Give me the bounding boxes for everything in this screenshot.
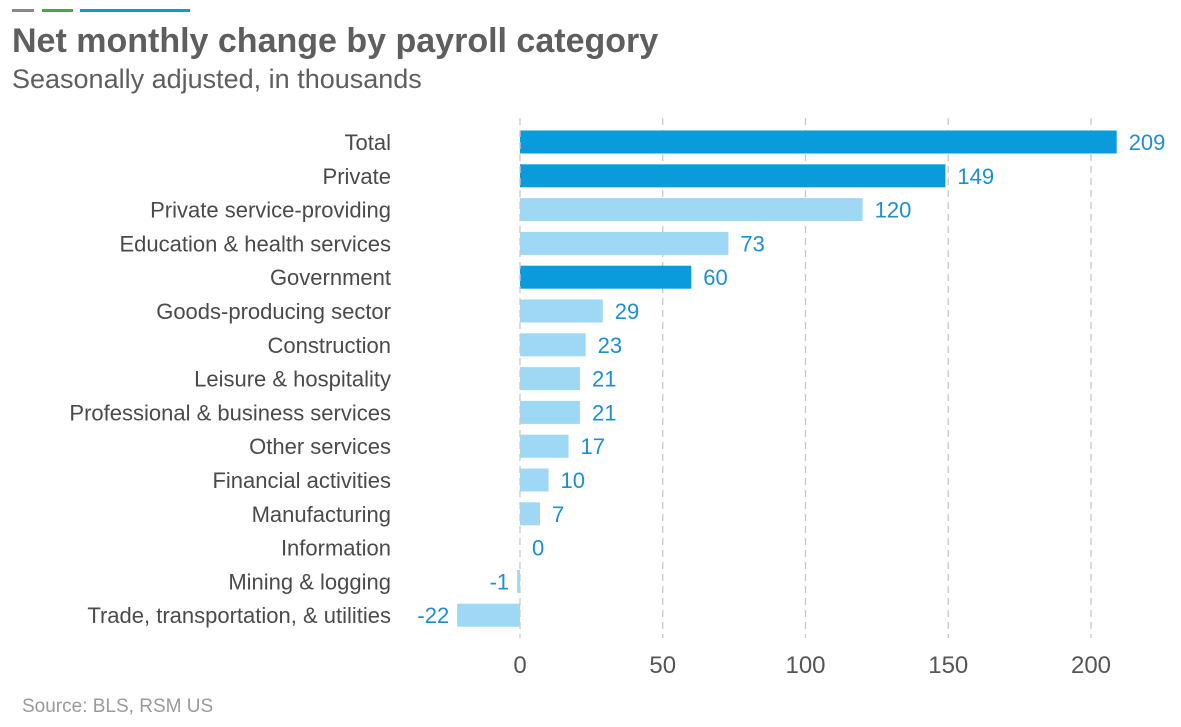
bar bbox=[520, 502, 540, 526]
bar bbox=[520, 130, 1117, 154]
value-label: 0 bbox=[532, 536, 544, 561]
x-tick-label: 100 bbox=[785, 652, 825, 679]
category-label: Goods-producing sector bbox=[156, 299, 391, 324]
bar bbox=[520, 164, 946, 188]
value-label: -22 bbox=[417, 603, 449, 628]
decor-line-gray bbox=[12, 9, 34, 12]
bar bbox=[520, 231, 729, 255]
bar bbox=[520, 434, 569, 458]
category-label: Private bbox=[323, 164, 391, 189]
value-label: 29 bbox=[615, 299, 639, 324]
category-label: Manufacturing bbox=[252, 502, 391, 527]
bar bbox=[520, 299, 603, 323]
bar bbox=[520, 400, 580, 424]
category-label: Private service-providing bbox=[150, 198, 391, 223]
category-label: Financial activities bbox=[212, 468, 391, 493]
decor-line-blue bbox=[80, 9, 190, 12]
bar bbox=[520, 367, 580, 391]
chart-subtitle: Seasonally adjusted, in thousands bbox=[12, 64, 422, 94]
chart-title: Net monthly change by payroll category bbox=[12, 22, 659, 60]
category-label: Total bbox=[345, 130, 391, 155]
x-tick-label: 50 bbox=[649, 652, 676, 679]
value-label: 73 bbox=[740, 231, 764, 256]
value-label: 23 bbox=[598, 333, 622, 358]
bar bbox=[520, 333, 586, 357]
value-label: 21 bbox=[592, 367, 616, 392]
bar bbox=[517, 569, 520, 593]
decor-line-green bbox=[42, 9, 73, 12]
value-label: 60 bbox=[703, 265, 727, 290]
value-label: -1 bbox=[490, 569, 510, 594]
bar bbox=[457, 603, 520, 627]
x-tick-label: 150 bbox=[928, 652, 968, 679]
category-label: Other services bbox=[249, 434, 391, 459]
value-label: 120 bbox=[875, 198, 912, 223]
bar bbox=[520, 468, 549, 492]
category-label: Government bbox=[270, 265, 391, 290]
value-label: 149 bbox=[957, 164, 994, 189]
bar bbox=[520, 198, 863, 222]
value-label: 17 bbox=[581, 434, 605, 459]
value-label: 7 bbox=[552, 502, 564, 527]
x-tick-label: 0 bbox=[513, 652, 526, 679]
category-label: Leisure & hospitality bbox=[194, 367, 391, 392]
value-label: 21 bbox=[592, 400, 616, 425]
source-note: Source: BLS, RSM US bbox=[22, 696, 214, 717]
category-label: Professional & business services bbox=[69, 400, 391, 425]
category-label: Mining & logging bbox=[228, 569, 391, 594]
bar bbox=[520, 265, 692, 289]
category-label: Education & health services bbox=[120, 231, 392, 256]
value-label: 10 bbox=[561, 468, 585, 493]
value-label: 209 bbox=[1129, 130, 1166, 155]
category-label: Construction bbox=[267, 333, 391, 358]
x-tick-label: 200 bbox=[1071, 652, 1111, 679]
category-label: Information bbox=[281, 536, 391, 561]
category-label: Trade, transportation, & utilities bbox=[87, 603, 391, 628]
